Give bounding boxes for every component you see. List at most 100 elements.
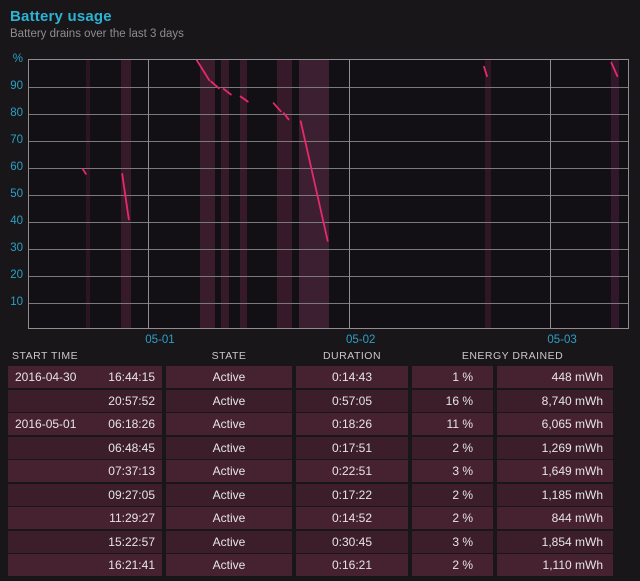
cell-start-time: 16:21:41 bbox=[8, 554, 162, 576]
start-date bbox=[8, 460, 15, 482]
cell-start-time: 2016-05-01 06:18:26 bbox=[8, 413, 162, 435]
y-gridline bbox=[29, 114, 628, 115]
start-time: 11:29:27 bbox=[109, 511, 155, 525]
active-period-band bbox=[610, 60, 620, 328]
cell-energy-drained: 1,854 mWh bbox=[497, 530, 613, 553]
y-axis-unit-label: % bbox=[12, 53, 23, 65]
cell-duration: 0:57:05 bbox=[296, 389, 408, 412]
active-period-band bbox=[221, 60, 230, 328]
table-row: 09:27:05 Active 0:17:22 2 % 1,185 mWh bbox=[8, 483, 613, 506]
cell-start-time: 09:27:05 bbox=[8, 483, 162, 506]
start-time: 15:22:57 bbox=[108, 534, 155, 549]
y-gridline bbox=[29, 168, 628, 169]
cell-state: Active bbox=[166, 413, 292, 435]
cell-percent-drained: 1 % bbox=[412, 366, 493, 388]
x-tick-label: 05-03 bbox=[547, 334, 577, 346]
table-row: 11:29:27 Active 0:14:52 2 % 844 mWh bbox=[8, 507, 613, 529]
start-date: 2016-05-01 bbox=[15, 417, 77, 431]
cell-start-time: 2016-04-30 16:44:15 bbox=[8, 366, 162, 388]
col-header-energy-drained: ENERGY DRAINED bbox=[461, 350, 564, 362]
y-gridline bbox=[29, 303, 628, 304]
cell-duration: 0:17:22 bbox=[296, 483, 408, 506]
cell-duration: 0:14:52 bbox=[296, 507, 408, 529]
cell-energy-drained: 1,110 mWh bbox=[497, 554, 613, 576]
cell-state: Active bbox=[166, 530, 292, 553]
cell-percent-drained: 2 % bbox=[412, 554, 493, 576]
y-gridline bbox=[29, 141, 628, 142]
start-date bbox=[8, 554, 15, 576]
start-date bbox=[8, 437, 15, 459]
start-date bbox=[8, 507, 15, 529]
start-date bbox=[8, 390, 15, 412]
start-time: 06:48:45 bbox=[108, 440, 155, 455]
cell-energy-drained: 8,740 mWh bbox=[497, 389, 613, 412]
y-tick-label: 80 bbox=[10, 107, 23, 119]
cell-start-time: 06:48:45 bbox=[8, 436, 162, 459]
table-row: 16:21:41 Active 0:16:21 2 % 1,110 mWh bbox=[8, 554, 613, 576]
cell-energy-drained: 6,065 mWh bbox=[497, 413, 613, 435]
drain-line-series bbox=[82, 60, 619, 242]
cell-duration: 0:18:26 bbox=[296, 413, 408, 435]
active-period-band bbox=[240, 60, 248, 328]
cell-percent-drained: 2 % bbox=[412, 436, 493, 459]
y-tick-label: 10 bbox=[10, 296, 23, 308]
table-row: 06:48:45 Active 0:17:51 2 % 1,269 mWh bbox=[8, 436, 613, 459]
y-gridline bbox=[29, 195, 628, 196]
cell-start-time: 20:57:52 bbox=[8, 389, 162, 412]
active-period-band bbox=[200, 60, 216, 328]
cell-energy-drained: 844 mWh bbox=[497, 507, 613, 529]
cell-state: Active bbox=[166, 507, 292, 529]
table-row: 20:57:52 Active 0:57:05 16 % 8,740 mWh bbox=[8, 389, 613, 412]
start-time: 16:44:15 bbox=[108, 370, 155, 384]
y-gridline bbox=[29, 222, 628, 223]
cell-energy-drained: 1,649 mWh bbox=[497, 460, 613, 482]
cell-state: Active bbox=[166, 554, 292, 576]
start-time: 20:57:52 bbox=[108, 393, 155, 408]
cell-start-time: 07:37:13 bbox=[8, 460, 162, 482]
y-gridline bbox=[29, 249, 628, 250]
y-gridline bbox=[29, 276, 628, 277]
active-period-band bbox=[121, 60, 132, 328]
cell-percent-drained: 16 % bbox=[412, 389, 493, 412]
battery-usage-chart bbox=[28, 59, 629, 329]
y-tick-label: 20 bbox=[10, 269, 23, 281]
start-date bbox=[8, 531, 15, 553]
cell-percent-drained: 11 % bbox=[412, 413, 493, 435]
day-gridline bbox=[348, 60, 350, 328]
cell-state: Active bbox=[166, 460, 292, 482]
start-date: 2016-04-30 bbox=[15, 370, 77, 384]
cell-percent-drained: 2 % bbox=[412, 483, 493, 506]
active-period-band bbox=[484, 60, 491, 328]
col-header-start-time: START TIME bbox=[12, 350, 79, 362]
cell-state: Active bbox=[166, 483, 292, 506]
cell-duration: 0:22:51 bbox=[296, 460, 408, 482]
col-header-duration: DURATION bbox=[322, 350, 382, 362]
page-title: Battery usage bbox=[10, 8, 112, 25]
cell-duration: 0:16:21 bbox=[296, 554, 408, 576]
y-tick-label: 70 bbox=[10, 134, 23, 146]
y-tick-label: 40 bbox=[10, 215, 23, 227]
cell-start-time: 11:29:27 bbox=[8, 507, 162, 529]
col-header-state: STATE bbox=[211, 350, 247, 362]
cell-percent-drained: 3 % bbox=[412, 460, 493, 482]
active-period-band bbox=[85, 60, 90, 328]
cell-state: Active bbox=[166, 436, 292, 459]
cell-percent-drained: 3 % bbox=[412, 530, 493, 553]
cell-percent-drained: 2 % bbox=[412, 507, 493, 529]
x-tick-label: 05-01 bbox=[145, 334, 175, 346]
table-row: 2016-04-30 16:44:15 Active 0:14:43 1 % 448 mW… bbox=[8, 366, 613, 388]
cell-state: Active bbox=[166, 366, 292, 388]
cell-start-time: 15:22:57 bbox=[8, 530, 162, 553]
cell-state: Active bbox=[166, 389, 292, 412]
cell-energy-drained: 448 mWh bbox=[497, 366, 613, 388]
table-row: 07:37:13 Active 0:22:51 3 % 1,649 mWh bbox=[8, 460, 613, 482]
y-gridline bbox=[29, 87, 628, 88]
x-tick-label: 05-02 bbox=[345, 334, 376, 346]
table-row: 2016-05-01 06:18:26 Active 0:18:26 11 % 6,065… bbox=[8, 413, 613, 435]
cell-energy-drained: 1,269 mWh bbox=[497, 436, 613, 459]
start-time: 16:21:41 bbox=[108, 558, 155, 572]
day-gridline bbox=[550, 60, 552, 328]
active-period-band bbox=[277, 60, 293, 328]
day-gridline bbox=[148, 60, 149, 328]
start-time: 09:27:05 bbox=[108, 487, 155, 502]
